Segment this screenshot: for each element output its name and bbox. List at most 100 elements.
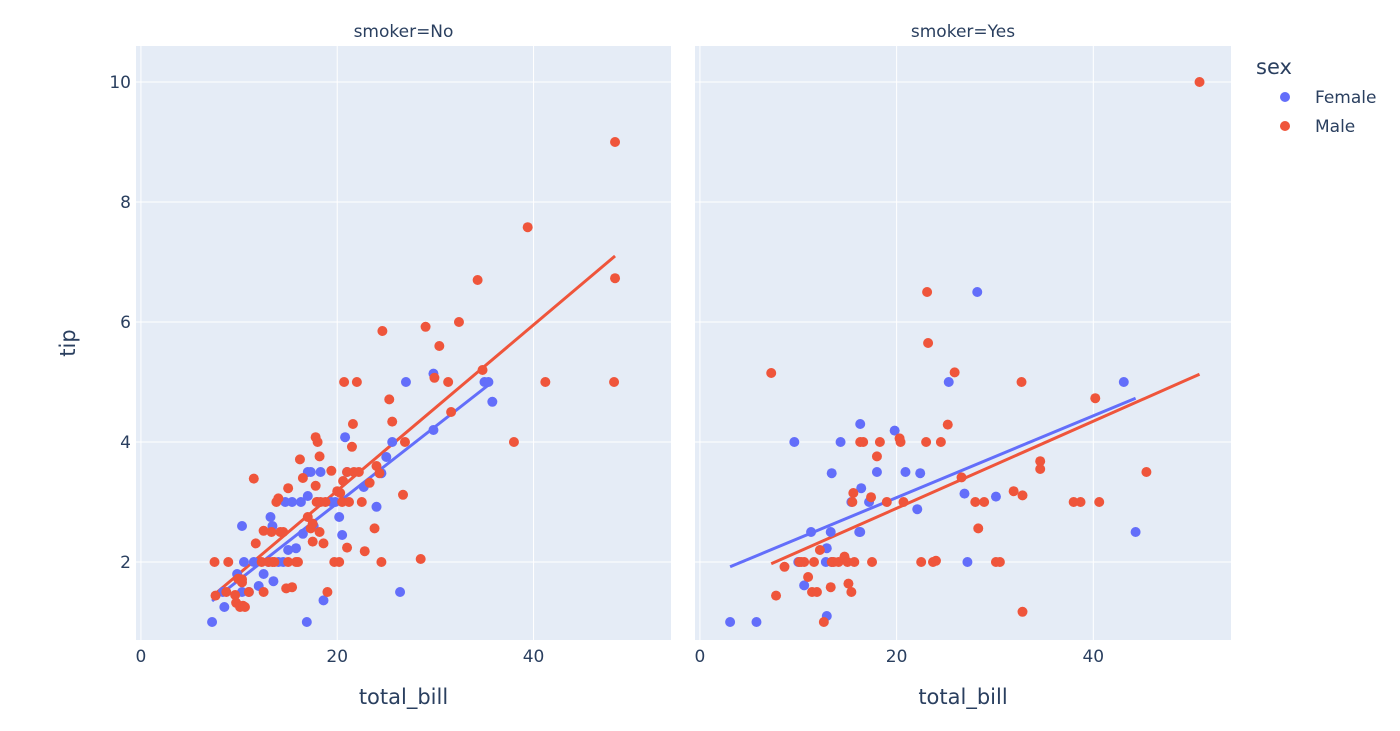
point-female (912, 504, 923, 515)
point-female (337, 530, 348, 540)
x-tick-label: 0 (695, 647, 706, 667)
point-male (339, 377, 350, 387)
point-male (243, 587, 254, 597)
point-male (1035, 456, 1046, 467)
point-male (956, 472, 967, 483)
point-male (858, 437, 869, 447)
point-female (258, 569, 269, 579)
point-male (269, 557, 280, 567)
point-male (453, 317, 464, 327)
point-female (825, 527, 836, 537)
point-female (855, 527, 866, 537)
point-male (429, 372, 440, 383)
point-female (871, 467, 882, 477)
point-female (219, 602, 230, 612)
point-male (871, 451, 882, 462)
point-male (209, 557, 220, 567)
point-male (294, 454, 305, 465)
point-male (356, 497, 367, 507)
point-male (283, 557, 294, 567)
point-male (1068, 497, 1079, 507)
point-male (1075, 497, 1086, 507)
point-male (895, 437, 906, 447)
point-male (347, 419, 358, 429)
point-male (376, 557, 387, 567)
point-male (337, 497, 348, 507)
plot-area-1 (136, 46, 671, 640)
panel-title: smoker=No (354, 22, 454, 42)
point-female (395, 587, 406, 597)
point-female (856, 483, 867, 494)
point-male (935, 437, 946, 447)
point-female (962, 557, 973, 567)
legend-title: sex (1256, 55, 1292, 79)
point-male (342, 467, 353, 477)
point-male (843, 578, 854, 589)
point-male (258, 525, 269, 536)
point-male (477, 365, 488, 375)
point-male (610, 273, 621, 284)
point-female (483, 377, 494, 387)
point-male (359, 546, 370, 557)
point-male (297, 473, 308, 483)
point-female (237, 521, 248, 531)
point-male (434, 341, 445, 351)
point-male (818, 617, 829, 627)
point-female (1118, 377, 1129, 387)
point-female (295, 497, 306, 507)
y-axis-title: tip (56, 329, 80, 356)
point-female (305, 467, 316, 477)
point-male (881, 497, 892, 507)
x-tick-label: 40 (1082, 647, 1104, 667)
point-male (849, 557, 860, 567)
point-male (415, 554, 426, 564)
point-male (916, 557, 927, 567)
point-male (814, 545, 825, 555)
point-female (799, 580, 810, 591)
legend-label-female: Female (1315, 88, 1376, 108)
point-male (266, 527, 277, 537)
point-male (384, 394, 395, 405)
point-female (297, 528, 308, 539)
x-axis-title: total_bill (918, 685, 1007, 710)
point-male (508, 437, 519, 447)
point-female (789, 437, 800, 447)
point-male (446, 407, 457, 417)
point-male (1090, 393, 1101, 404)
point-male (874, 437, 885, 447)
x-axis-title: total_bill (359, 685, 448, 710)
point-male (1194, 77, 1205, 87)
point-male (1016, 377, 1027, 387)
point-male (898, 497, 909, 507)
point-male (353, 467, 364, 477)
y-tick-label: 6 (120, 313, 131, 333)
legend-marker-male (1280, 121, 1290, 131)
point-male (1008, 486, 1019, 497)
point-male (314, 451, 325, 462)
point-female (855, 419, 866, 429)
y-tick-label: 8 (120, 193, 131, 213)
point-male (250, 538, 261, 549)
point-female (265, 512, 276, 522)
trendline-male (213, 254, 617, 596)
point-female (806, 527, 817, 537)
point-male (1017, 490, 1028, 501)
point-female (283, 545, 294, 555)
point-female (302, 491, 313, 501)
point-male (239, 602, 250, 612)
plot-area-2 (695, 46, 1231, 640)
point-female (387, 437, 398, 447)
point-male (387, 416, 398, 427)
point-male (803, 572, 814, 582)
point-male (847, 497, 858, 507)
point-male (210, 590, 221, 601)
point-male (292, 557, 303, 567)
trendline-male (770, 372, 1201, 566)
point-male (923, 338, 934, 348)
point-female (826, 468, 837, 479)
point-male (979, 497, 990, 507)
point-male (335, 488, 346, 498)
point-male (312, 437, 323, 447)
